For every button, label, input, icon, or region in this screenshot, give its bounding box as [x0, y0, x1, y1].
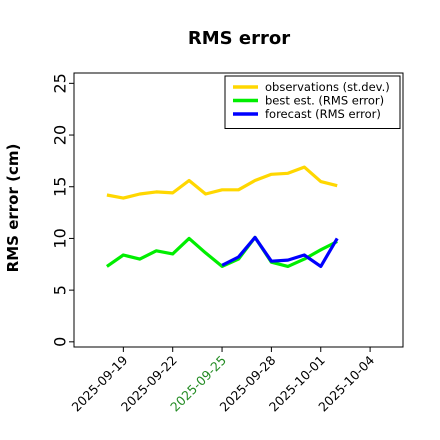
chart-title: RMS error	[188, 28, 290, 49]
plot-frame	[73, 72, 404, 348]
legend-label-1: observations (st.dev.)	[265, 80, 390, 94]
y-tick-label-10: 10	[51, 228, 70, 248]
series-line-3	[221, 235, 339, 268]
y-tick-label-5: 5	[51, 285, 70, 295]
y-tick-label-15: 15	[51, 177, 70, 197]
y-tick-label-20: 20	[51, 125, 70, 145]
y-axis-label: RMS error (cm)	[4, 144, 22, 273]
series-line-1	[106, 165, 338, 200]
y-tick-label-0: 0	[51, 337, 70, 347]
legend-label-3: forecast (RMS error)	[265, 107, 381, 121]
y-tick-label-25: 25	[51, 73, 70, 93]
legend-label-2: best est. (RMS error)	[265, 94, 384, 108]
series-line-2	[105, 235, 338, 268]
